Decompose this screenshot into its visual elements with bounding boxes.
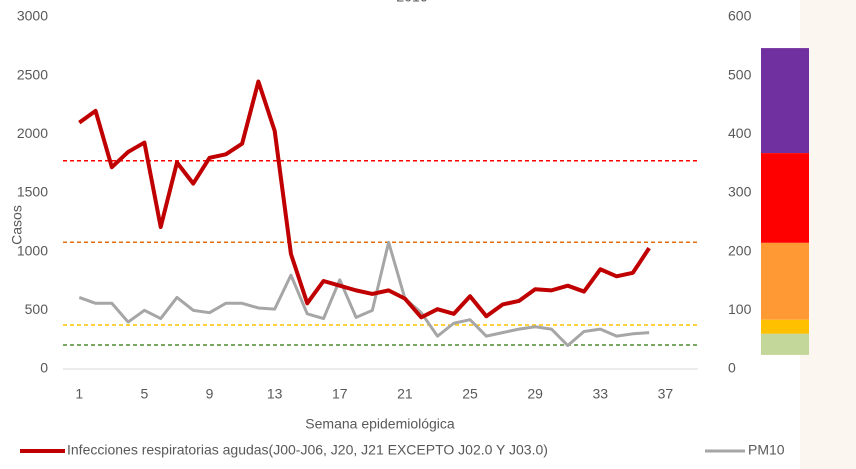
y-tick-label: 3000 bbox=[17, 8, 48, 24]
chart-title: 2016 bbox=[396, 0, 427, 5]
x-tick-label: 13 bbox=[267, 386, 283, 402]
risk-band bbox=[761, 242, 809, 320]
y-tick-label: 2000 bbox=[17, 125, 48, 141]
legend-label: Infecciones respiratorias agudas(J00-J06… bbox=[67, 442, 548, 458]
risk-band bbox=[761, 153, 809, 243]
x-tick-label: 37 bbox=[658, 386, 674, 402]
risk-band bbox=[761, 319, 809, 334]
y2-tick-label: 300 bbox=[728, 184, 752, 200]
x-tick-label: 21 bbox=[397, 386, 413, 402]
y-tick-label: 1500 bbox=[17, 184, 48, 200]
x-tick-label: 25 bbox=[462, 386, 478, 402]
y2-tick-label: 200 bbox=[728, 242, 752, 258]
x-tick-label: 9 bbox=[206, 386, 214, 402]
y-tick-label: 1000 bbox=[17, 242, 48, 258]
series-line bbox=[78, 79, 651, 320]
x-tick-label: 5 bbox=[141, 386, 149, 402]
y-tick-label: 500 bbox=[25, 301, 49, 317]
x-axis-label: Semana epidemiológica bbox=[305, 416, 455, 432]
y2-tick-label: 600 bbox=[728, 8, 752, 24]
y-axis-label: Casos bbox=[9, 205, 25, 245]
y2-tick-label: 400 bbox=[728, 125, 752, 141]
series-line bbox=[78, 240, 650, 348]
y2-tick-label: 100 bbox=[728, 301, 752, 317]
y2-tick-label: 500 bbox=[728, 66, 752, 82]
x-tick-label: 1 bbox=[75, 386, 83, 402]
y2-tick-label: 0 bbox=[728, 360, 736, 376]
x-tick-label: 29 bbox=[527, 386, 543, 402]
y-tick-label: 0 bbox=[40, 360, 48, 376]
x-tick-label: 33 bbox=[593, 386, 609, 402]
risk-band bbox=[761, 333, 809, 355]
risk-band bbox=[761, 48, 809, 154]
background-decor bbox=[800, 0, 856, 469]
y-tick-label: 2500 bbox=[17, 66, 48, 82]
legend-label: PM10 bbox=[748, 442, 785, 458]
x-tick-label: 17 bbox=[332, 386, 348, 402]
